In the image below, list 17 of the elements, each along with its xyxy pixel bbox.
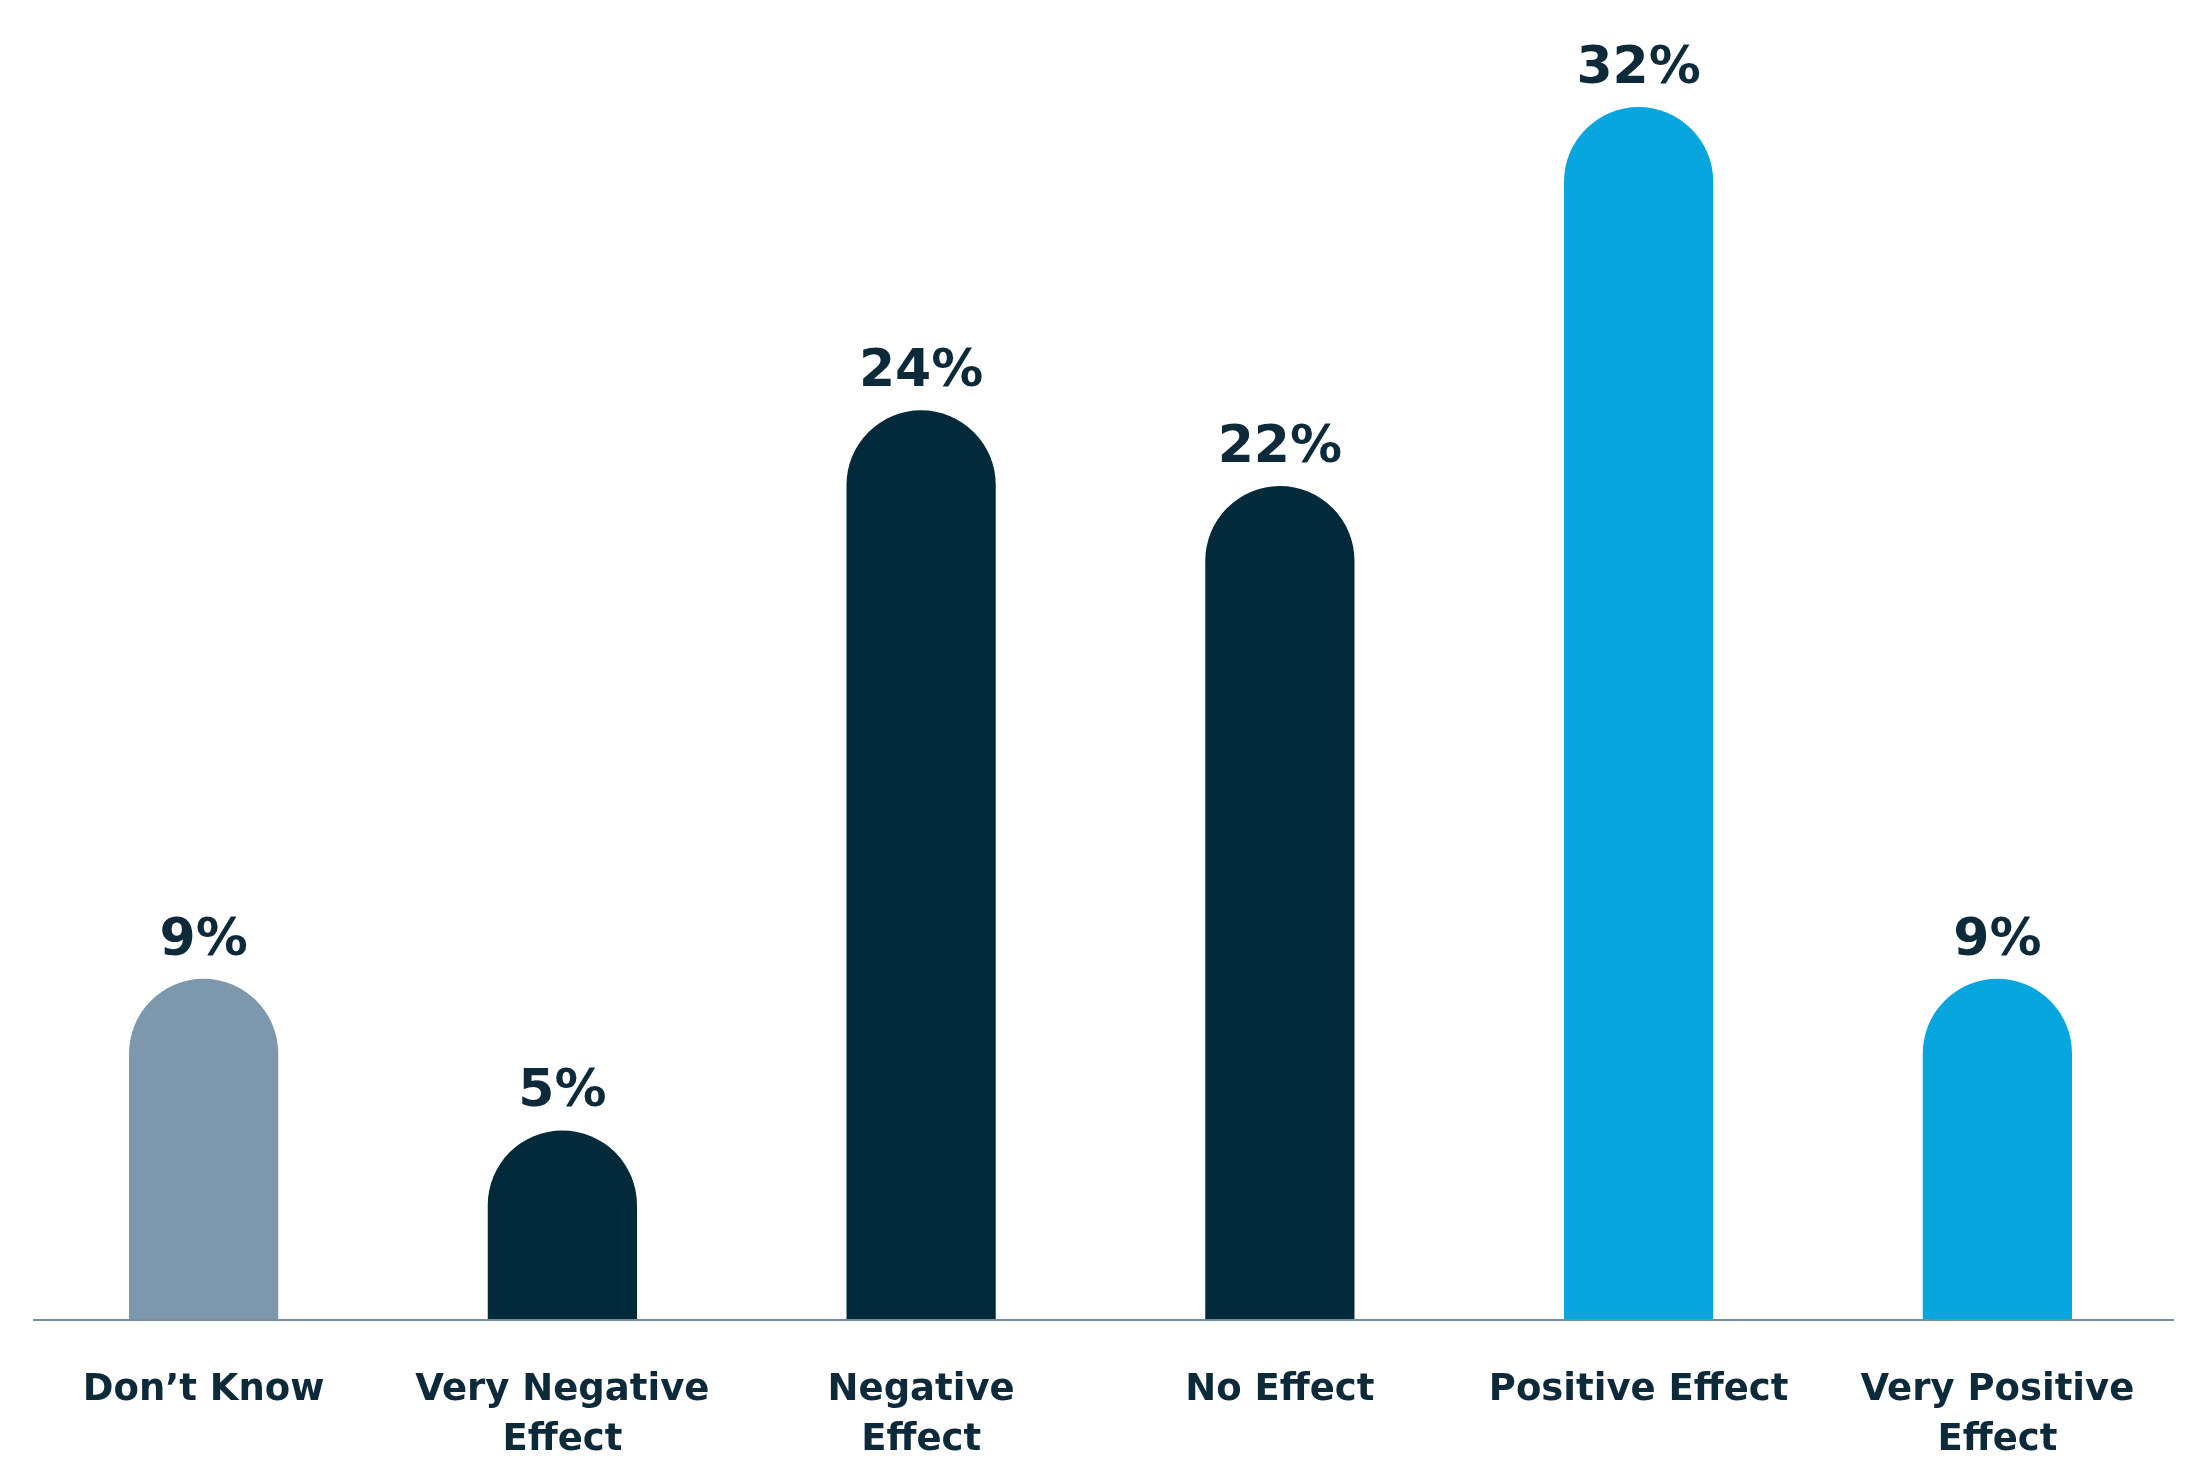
bar bbox=[1205, 486, 1355, 1320]
data-label: 22% bbox=[1217, 414, 1343, 475]
data-label: 9% bbox=[159, 906, 248, 967]
data-label: 9% bbox=[1953, 906, 2042, 967]
bar bbox=[1922, 978, 2072, 1320]
x-tick-label: Negative Effect bbox=[827, 1366, 1015, 1459]
data-label: 5% bbox=[518, 1058, 607, 1119]
bar bbox=[1564, 107, 1714, 1320]
data-label: 32% bbox=[1576, 35, 1701, 95]
bar bbox=[846, 410, 996, 1320]
bar bbox=[129, 978, 279, 1320]
x-tick-label: No Effect bbox=[1185, 1366, 1375, 1409]
x-tick-label: Don’t Know bbox=[82, 1366, 325, 1409]
x-tick-label: Very Positive Effect bbox=[1860, 1366, 2135, 1459]
x-tick-label: Very Negative Effect bbox=[415, 1366, 710, 1459]
x-tick-label: Positive Effect bbox=[1488, 1366, 1789, 1409]
data-label: 24% bbox=[858, 338, 984, 399]
